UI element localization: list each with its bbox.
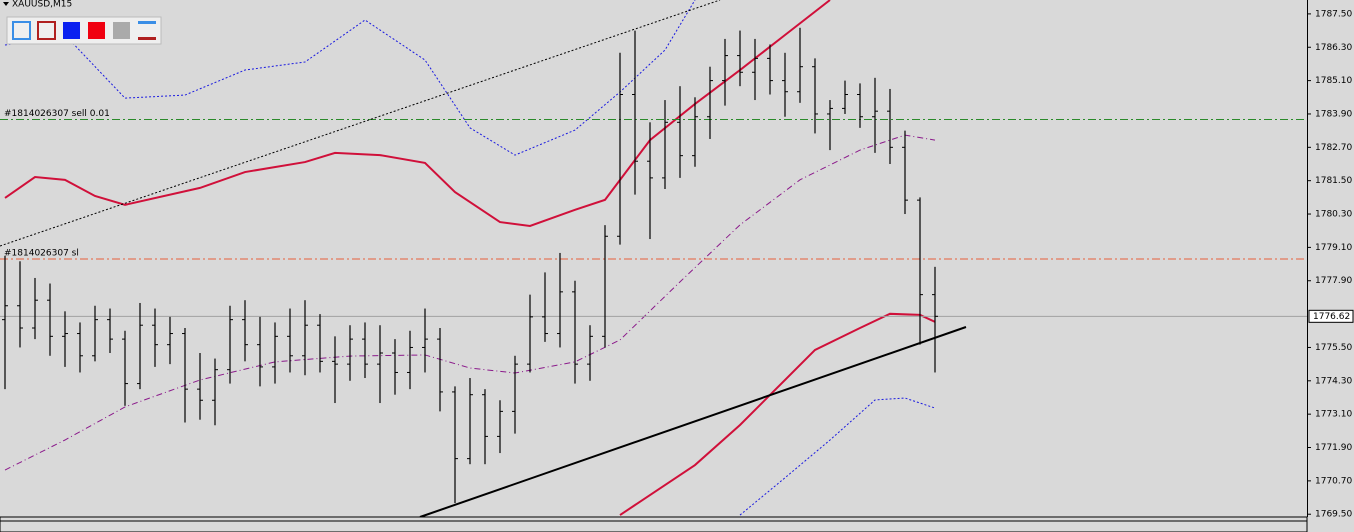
indicator-line <box>739 397 936 516</box>
tool-blue-outline[interactable] <box>12 21 31 40</box>
y-tick-label: 1770.70 <box>1315 476 1352 486</box>
trendline-dotted <box>0 0 721 247</box>
menu-triangle[interactable] <box>3 2 9 6</box>
toolbox <box>6 16 162 45</box>
tool-red-fill[interactable] <box>88 22 105 39</box>
y-tick-label: 1782.70 <box>1315 143 1352 153</box>
y-tick-label: 1785.10 <box>1315 76 1352 86</box>
y-tick-label: 1773.10 <box>1315 410 1352 420</box>
tool-red-outline[interactable] <box>37 21 56 40</box>
tool-blue-line[interactable] <box>138 21 156 24</box>
y-tick-label: 1775.50 <box>1315 343 1352 353</box>
tool-blue-fill[interactable] <box>63 22 80 39</box>
indicator-line <box>4 0 696 156</box>
price-axis-bg <box>1307 0 1354 532</box>
y-tick-label: 1777.90 <box>1315 276 1352 286</box>
y-tick-label: 1787.50 <box>1315 9 1352 19</box>
current-price-box <box>1308 309 1354 323</box>
y-tick-label: 1780.30 <box>1315 210 1352 220</box>
time-axis-strip <box>0 516 1308 532</box>
tool-red-line[interactable] <box>138 37 156 40</box>
y-tick-label: 1783.90 <box>1315 109 1352 119</box>
y-tick-label: 1769.50 <box>1315 510 1352 520</box>
price-axis: 1787.50 1786.30 1785.10 1783.90 1782.70 1781.… <box>1307 9 1354 520</box>
y-tick-label: 1771.90 <box>1315 443 1352 453</box>
indicator-line <box>619 312 936 516</box>
y-tick-label: 1779.10 <box>1315 243 1352 253</box>
y-tick-label: 1786.30 <box>1315 43 1352 53</box>
y-tick-label: 1774.30 <box>1315 376 1352 386</box>
plot-area: #1814026307 sell 0.01 #1814026307 sl <box>0 0 1307 516</box>
symbol-label: XAUUSD,M15 <box>12 0 72 10</box>
y-tick-label: 1781.50 <box>1315 176 1352 186</box>
tool-gray-fill[interactable] <box>113 22 130 39</box>
order-label: #1814026307 sell 0.01 <box>4 109 110 119</box>
current-price-label: 1776.62 <box>1313 312 1350 322</box>
order-label: #1814026307 sl <box>4 249 79 259</box>
trendline <box>419 326 967 518</box>
toolbox-panel <box>6 16 162 45</box>
